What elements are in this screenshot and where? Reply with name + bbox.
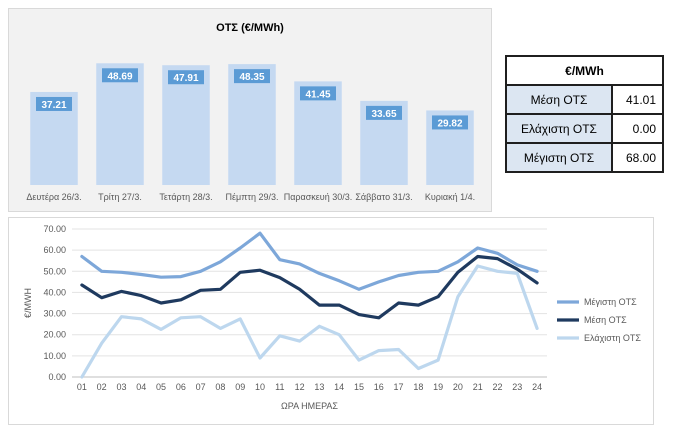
x-tick-label: 02	[97, 382, 107, 392]
chart-title: ΟΤΣ (€/MWh)	[216, 22, 284, 34]
series-line	[80, 264, 539, 379]
bar-label-bg	[366, 105, 402, 120]
legend-label: Ελάχιστη ΟΤΣ	[584, 333, 641, 343]
x-tick-label: 01	[77, 382, 87, 392]
x-tick-label: Κυριακή 1/4.	[425, 192, 475, 202]
x-tick-label: Δευτέρα 26/3.	[26, 192, 81, 202]
bar-value-label: 29.82	[437, 118, 462, 129]
stats-label: Μέση ΟΤΣ	[505, 84, 613, 115]
x-tick-label: 05	[156, 382, 166, 392]
bar-label-bg	[234, 69, 270, 84]
x-tick-label: 03	[116, 382, 126, 392]
bar-chart: ΟΤΣ (€/MWh) 37.21 Δευτέρα 26/3. 48.69 Τρίτη …	[26, 22, 475, 202]
bar-value-label: 41.45	[305, 89, 330, 100]
x-tick-label: 13	[314, 382, 324, 392]
x-tick-label: 22	[493, 382, 503, 392]
y-tick-label: 50.00	[43, 266, 66, 276]
x-tick-label: 20	[453, 382, 463, 392]
y-tick-label: 40.00	[43, 287, 66, 297]
bar-label-bg	[432, 115, 468, 130]
y-axis-label: €/MWH	[23, 288, 33, 318]
line-chart-panel: 0.00 10.00 20.00 30.00 40.00 50.00 60.00 70.00 0…	[8, 217, 654, 425]
legend-label: Μέγιστη ΟΤΣ	[584, 297, 637, 307]
x-tick-label: Τρίτη 27/3.	[98, 192, 142, 202]
y-tick-label: 0.00	[48, 372, 66, 382]
stats-label: Μέγιστη ΟΤΣ	[505, 142, 613, 173]
bar	[96, 63, 144, 185]
y-tick-label: 60.00	[43, 245, 66, 255]
x-tick-label: 19	[433, 382, 443, 392]
bar-label-bg	[36, 96, 72, 111]
stats-header: €/MWh	[505, 55, 664, 86]
series-line	[80, 231, 539, 291]
x-tick-label: 04	[136, 382, 146, 392]
y-tick-label: 10.00	[43, 351, 66, 361]
line-chart: 0.00 10.00 20.00 30.00 40.00 50.00 60.00 70.00 0…	[23, 224, 641, 411]
stats-header-row: €/MWh	[505, 55, 664, 86]
x-tick-label: 06	[176, 382, 186, 392]
legend-label: Μέση ΟΤΣ	[584, 315, 627, 325]
x-tick-label: Τετάρτη 28/3.	[159, 192, 212, 202]
stats-row: Μέγιστη ΟΤΣ 68.00	[505, 142, 664, 173]
stats-value: 68.00	[611, 142, 664, 173]
bar-value-label: 48.69	[107, 71, 132, 82]
y-tick-label: 20.00	[43, 330, 66, 340]
x-tick-label: 07	[196, 382, 206, 392]
stats-row: Μέση ΟΤΣ 41.01	[505, 84, 664, 115]
y-tick-label: 30.00	[43, 309, 66, 319]
x-tick-label: 09	[235, 382, 245, 392]
x-tick-label: 11	[275, 382, 284, 392]
x-tick-label: 12	[295, 382, 305, 392]
bar-label-bg	[102, 68, 138, 83]
x-tick-label: 08	[215, 382, 225, 392]
x-tick-label: 24	[532, 382, 542, 392]
bar-label-bg	[168, 70, 204, 85]
x-tick-label: Παρασκευή 30/3.	[284, 192, 353, 202]
y-tick-label: 70.00	[43, 224, 66, 234]
x-tick-label: 17	[394, 382, 404, 392]
series-line	[80, 254, 539, 320]
bar	[162, 65, 210, 185]
stats-value: 0.00	[611, 113, 664, 144]
stats-label: Ελάχιστη ΟΤΣ	[505, 113, 613, 144]
x-tick-label: 10	[255, 382, 265, 392]
bar-value-label: 48.35	[239, 72, 264, 83]
stats-row: Ελάχιστη ΟΤΣ 0.00	[505, 113, 664, 144]
bar-chart-panel: ΟΤΣ (€/MWh) 37.21 Δευτέρα 26/3. 48.69 Τρίτη …	[8, 8, 492, 212]
bar-value-label: 37.21	[41, 100, 66, 111]
x-tick-label: 21	[473, 382, 483, 392]
bar-value-label: 33.65	[371, 109, 396, 120]
stats-table: €/MWh Μέση ΟΤΣ 41.01 Ελάχιστη ΟΤΣ 0.00 Μ…	[505, 55, 664, 173]
bar-value-label: 47.91	[173, 73, 198, 84]
x-tick-label: 14	[334, 382, 344, 392]
x-tick-label: 18	[413, 382, 423, 392]
x-tick-label: 23	[512, 382, 522, 392]
x-tick-label: Πέμπτη 29/3.	[226, 192, 279, 202]
bar-label-bg	[300, 86, 336, 101]
x-tick-label: 16	[374, 382, 384, 392]
x-tick-label: 15	[354, 382, 364, 392]
stats-value: 41.01	[611, 84, 664, 115]
x-axis-label: ΩΡΑ ΗΜΕΡΑΣ	[281, 401, 338, 411]
x-tick-label: Σάββατο 31/3.	[355, 192, 412, 202]
bar	[228, 64, 276, 185]
